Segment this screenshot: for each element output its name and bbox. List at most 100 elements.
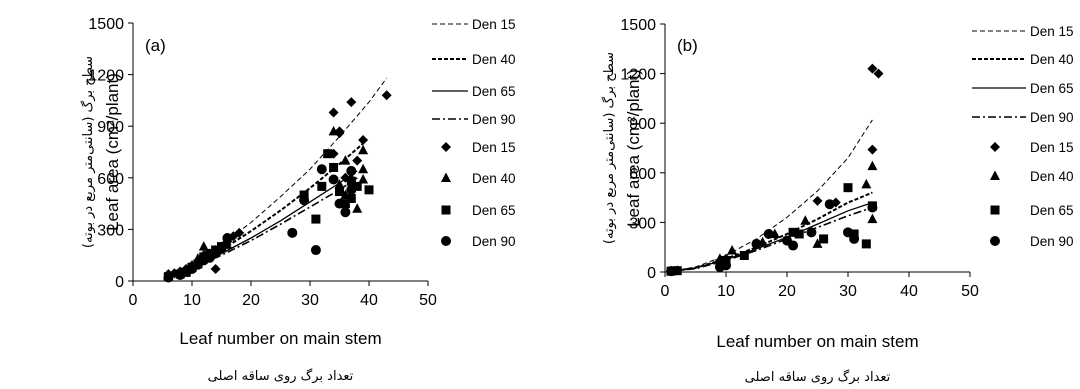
data-point [843,227,853,238]
fit-line-den-65 [671,201,873,272]
legend-entry-label: Den 15 [1030,24,1074,39]
data-point [763,228,774,239]
fit-line-den-40 [670,191,873,273]
data-point [806,227,817,238]
data-point [334,198,345,209]
data-point [317,181,327,191]
data-point [867,202,878,213]
x-axis-label: Leaf number on main stem [179,329,381,348]
legend-entry-label: Den 40 [1030,169,1074,184]
data-point [812,195,823,206]
data-point [352,203,363,213]
data-point [222,233,233,243]
data-point [358,144,369,155]
data-point [364,185,374,195]
data-point [346,184,357,195]
legend-marker-sample [990,205,1000,215]
x-tick-label: 0 [661,283,670,300]
data-point [340,207,351,218]
data-point [788,240,799,251]
x-tick-label: 20 [242,292,260,309]
data-point [346,193,356,203]
panel-label: (a) [145,36,166,55]
data-point [751,238,762,249]
legend-entry-label: Den 65 [1030,203,1074,218]
legend-entry-label: Den 40 [1030,52,1074,67]
legend-marker-sample [990,236,1000,246]
series-den-40 [666,160,878,276]
legend-entry-label: Den 15 [472,17,516,32]
data-point [352,155,363,166]
y-tick-label: 1500 [88,16,124,33]
x-tick-label: 30 [301,292,319,309]
data-point [861,239,871,249]
legend-entry-label: Den 90 [472,112,516,127]
legend-marker-sample [990,142,1000,152]
data-point [311,214,321,224]
data-point [323,149,333,159]
data-point [352,181,362,191]
data-point [299,195,310,206]
data-point [334,128,345,139]
data-point [346,97,357,108]
y-tick-label: 1200 [620,67,656,84]
x-tick-label: 40 [360,292,378,309]
data-point [346,176,356,186]
data-point [358,174,369,184]
data-point [198,241,209,251]
data-point [824,199,835,210]
legend-entry-label: Den 65 [472,203,516,218]
data-point [739,250,749,260]
panel-label: (b) [677,36,698,55]
series-den-90 [666,199,878,277]
data-point [346,165,357,176]
y-tick-label: 1200 [88,68,124,85]
legend-entry-label: Den 15 [1030,140,1074,155]
legend-entry-label: Den 65 [472,84,516,99]
x-tick-label: 10 [183,292,201,309]
data-point [299,190,309,200]
y-tick-label: 600 [97,171,124,188]
fit-line-den-90 [671,206,873,272]
data-point [340,155,351,165]
data-point [334,179,345,189]
x-tick-label: 40 [900,283,918,300]
fit-line-den-15 [168,77,388,275]
data-point [867,160,878,171]
legend-marker-sample [990,170,1000,180]
y-axis-label: Leaf area (cm²/plant) [624,69,643,227]
y-tick-label: 900 [629,116,656,133]
data-point [800,215,811,225]
y-axis-label-persian: سطح برگ (سانتی‌متر مربع در بوته) [600,52,617,244]
x-tick-label: 0 [129,292,138,309]
legend-entry-label: Den 40 [472,52,516,67]
legend-entry-label: Den 90 [1030,110,1074,125]
data-point [727,245,738,255]
data-point [328,174,339,185]
data-point [873,68,884,79]
y-tick-label: 900 [97,119,124,136]
data-point [329,162,339,172]
series-den-90 [163,164,357,283]
data-point [358,134,369,145]
data-point [867,63,878,74]
legend-marker-sample [441,172,451,182]
data-point [721,260,731,271]
y-tick-label: 300 [629,215,656,232]
x-tick-label: 30 [839,283,857,300]
x-tick-label: 50 [419,292,437,309]
data-point [328,125,339,136]
data-point [861,178,872,189]
x-tick-label: 10 [717,283,735,300]
x-axis-label: Leaf number on main stem [716,332,918,351]
legend-marker-sample [441,236,451,246]
data-point [335,187,344,197]
data-point [216,243,227,254]
legend-marker-sample [441,205,451,215]
y-tick-label: 0 [115,274,124,291]
data-point [849,233,860,244]
data-point [788,227,798,237]
legend-entry-label: Den 65 [1030,81,1074,96]
fit-line-den-15 [671,119,873,272]
